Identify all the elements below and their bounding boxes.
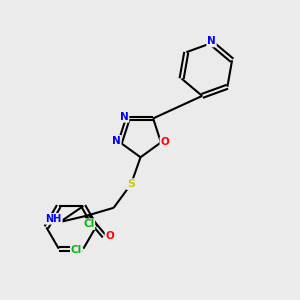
Text: O: O (160, 137, 169, 147)
Text: S: S (127, 179, 135, 189)
Text: Cl: Cl (83, 219, 94, 229)
Text: N: N (120, 112, 128, 122)
Text: O: O (106, 231, 114, 241)
Text: NH: NH (46, 214, 62, 224)
Text: N: N (207, 37, 216, 46)
Text: N: N (112, 136, 121, 146)
Text: Cl: Cl (71, 245, 82, 255)
